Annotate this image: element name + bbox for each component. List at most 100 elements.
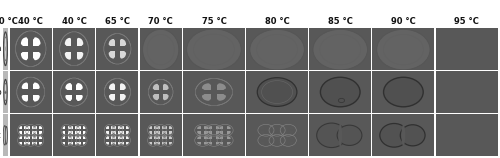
Ellipse shape xyxy=(213,126,220,131)
Bar xyxy=(108,124,111,136)
Ellipse shape xyxy=(22,136,27,141)
Bar xyxy=(22,134,24,146)
Bar xyxy=(155,139,166,142)
Ellipse shape xyxy=(402,124,405,146)
Bar xyxy=(28,77,33,107)
Ellipse shape xyxy=(5,126,8,144)
Ellipse shape xyxy=(288,126,294,131)
Ellipse shape xyxy=(38,130,42,134)
Ellipse shape xyxy=(27,99,34,107)
Ellipse shape xyxy=(20,130,24,134)
Ellipse shape xyxy=(30,136,34,141)
Text: 95 °C: 95 °C xyxy=(454,17,479,26)
Bar xyxy=(276,124,278,136)
Ellipse shape xyxy=(30,82,40,93)
Ellipse shape xyxy=(272,136,278,141)
Bar xyxy=(148,90,173,94)
Ellipse shape xyxy=(106,136,110,141)
Bar xyxy=(152,124,154,136)
Ellipse shape xyxy=(38,140,42,145)
Bar xyxy=(30,134,32,146)
Ellipse shape xyxy=(66,140,70,145)
Bar xyxy=(104,90,130,94)
Text: b: b xyxy=(0,88,1,97)
Ellipse shape xyxy=(260,136,267,141)
Ellipse shape xyxy=(288,136,294,141)
Ellipse shape xyxy=(157,140,162,145)
Bar xyxy=(25,129,36,131)
Bar xyxy=(152,134,154,146)
Bar xyxy=(264,134,268,146)
Text: 40 °C: 40 °C xyxy=(18,17,43,26)
Ellipse shape xyxy=(220,140,226,145)
Bar xyxy=(160,134,162,146)
Ellipse shape xyxy=(186,29,241,70)
Ellipse shape xyxy=(320,77,360,107)
Bar xyxy=(196,90,232,94)
Bar xyxy=(201,134,204,146)
Ellipse shape xyxy=(202,136,208,141)
Bar xyxy=(33,129,44,131)
Ellipse shape xyxy=(81,130,86,134)
Ellipse shape xyxy=(124,126,129,131)
Bar xyxy=(104,129,116,131)
Ellipse shape xyxy=(109,83,118,93)
Ellipse shape xyxy=(150,136,154,141)
Bar xyxy=(60,90,88,94)
Ellipse shape xyxy=(260,130,267,134)
Ellipse shape xyxy=(108,48,118,59)
Ellipse shape xyxy=(152,140,157,145)
Ellipse shape xyxy=(66,130,70,134)
Ellipse shape xyxy=(164,140,169,145)
Ellipse shape xyxy=(197,126,203,131)
Text: 80 °C: 80 °C xyxy=(264,17,289,26)
Ellipse shape xyxy=(104,88,111,96)
Ellipse shape xyxy=(400,125,425,146)
Ellipse shape xyxy=(160,91,168,100)
Ellipse shape xyxy=(74,140,78,145)
Ellipse shape xyxy=(74,83,82,93)
Ellipse shape xyxy=(288,130,294,134)
Ellipse shape xyxy=(124,88,131,96)
Ellipse shape xyxy=(38,136,42,141)
Bar xyxy=(33,139,44,142)
Ellipse shape xyxy=(157,136,162,141)
Bar xyxy=(76,139,87,142)
Bar xyxy=(115,33,120,64)
Bar xyxy=(276,134,278,146)
Ellipse shape xyxy=(78,126,82,131)
Text: 40 °C: 40 °C xyxy=(0,17,18,26)
Ellipse shape xyxy=(160,130,164,134)
Bar xyxy=(61,129,72,131)
Ellipse shape xyxy=(265,140,272,145)
Ellipse shape xyxy=(313,29,368,70)
Ellipse shape xyxy=(116,39,126,50)
Ellipse shape xyxy=(166,88,173,96)
Ellipse shape xyxy=(121,136,126,141)
Ellipse shape xyxy=(114,136,118,141)
Ellipse shape xyxy=(160,136,164,141)
Bar xyxy=(217,129,233,131)
Ellipse shape xyxy=(117,136,121,141)
Bar xyxy=(163,139,174,142)
Ellipse shape xyxy=(80,88,88,96)
Text: 70 °C: 70 °C xyxy=(148,17,173,26)
Ellipse shape xyxy=(153,84,162,93)
Ellipse shape xyxy=(213,91,226,101)
Bar xyxy=(80,124,82,136)
Ellipse shape xyxy=(224,140,230,145)
Ellipse shape xyxy=(30,130,34,134)
Bar xyxy=(167,124,170,136)
Ellipse shape xyxy=(66,91,74,101)
Bar xyxy=(16,46,46,52)
Ellipse shape xyxy=(160,140,164,145)
Ellipse shape xyxy=(114,140,118,145)
Ellipse shape xyxy=(78,136,82,141)
Bar xyxy=(104,139,116,142)
Ellipse shape xyxy=(197,136,203,141)
Text: 90 °C: 90 °C xyxy=(391,17,416,26)
Ellipse shape xyxy=(220,136,226,141)
Bar xyxy=(194,139,211,142)
Ellipse shape xyxy=(121,126,126,131)
Ellipse shape xyxy=(70,78,78,85)
